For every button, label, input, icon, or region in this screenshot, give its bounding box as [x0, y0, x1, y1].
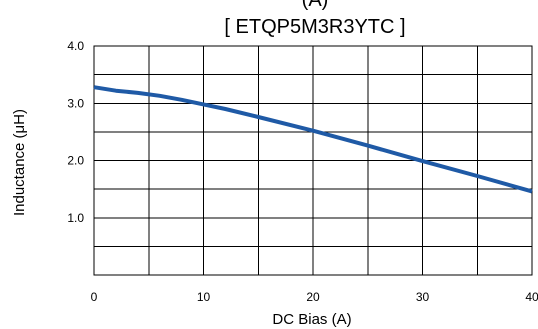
- y-tick-label: 3.0: [67, 96, 84, 110]
- y-tick-label: 4.0: [67, 39, 84, 53]
- y-tick-label: 1.0: [67, 211, 84, 225]
- chart-title-top-fragment: (A): [302, 0, 329, 11]
- grid-lines: [93, 45, 533, 276]
- y-axis-label: Inductance (μH): [11, 109, 28, 216]
- inductance-curve: [93, 85, 533, 194]
- plot-area-frame: [93, 45, 533, 276]
- y-tick-labels: 1.0 2.0 3.0 4.0: [67, 39, 84, 225]
- x-tick-label: 20: [306, 290, 320, 304]
- x-tick-label: 40: [525, 290, 538, 304]
- x-tick-label: 0: [91, 290, 98, 304]
- x-axis-label: DC Bias (A): [272, 311, 351, 328]
- chart-title: [ ETQP5M3R3YTC ]: [224, 16, 405, 38]
- x-tick-label: 30: [416, 290, 430, 304]
- x-tick-label: 10: [197, 290, 211, 304]
- y-tick-label: 2.0: [67, 154, 84, 168]
- x-tick-labels: 0 10 20 30 40: [91, 290, 538, 304]
